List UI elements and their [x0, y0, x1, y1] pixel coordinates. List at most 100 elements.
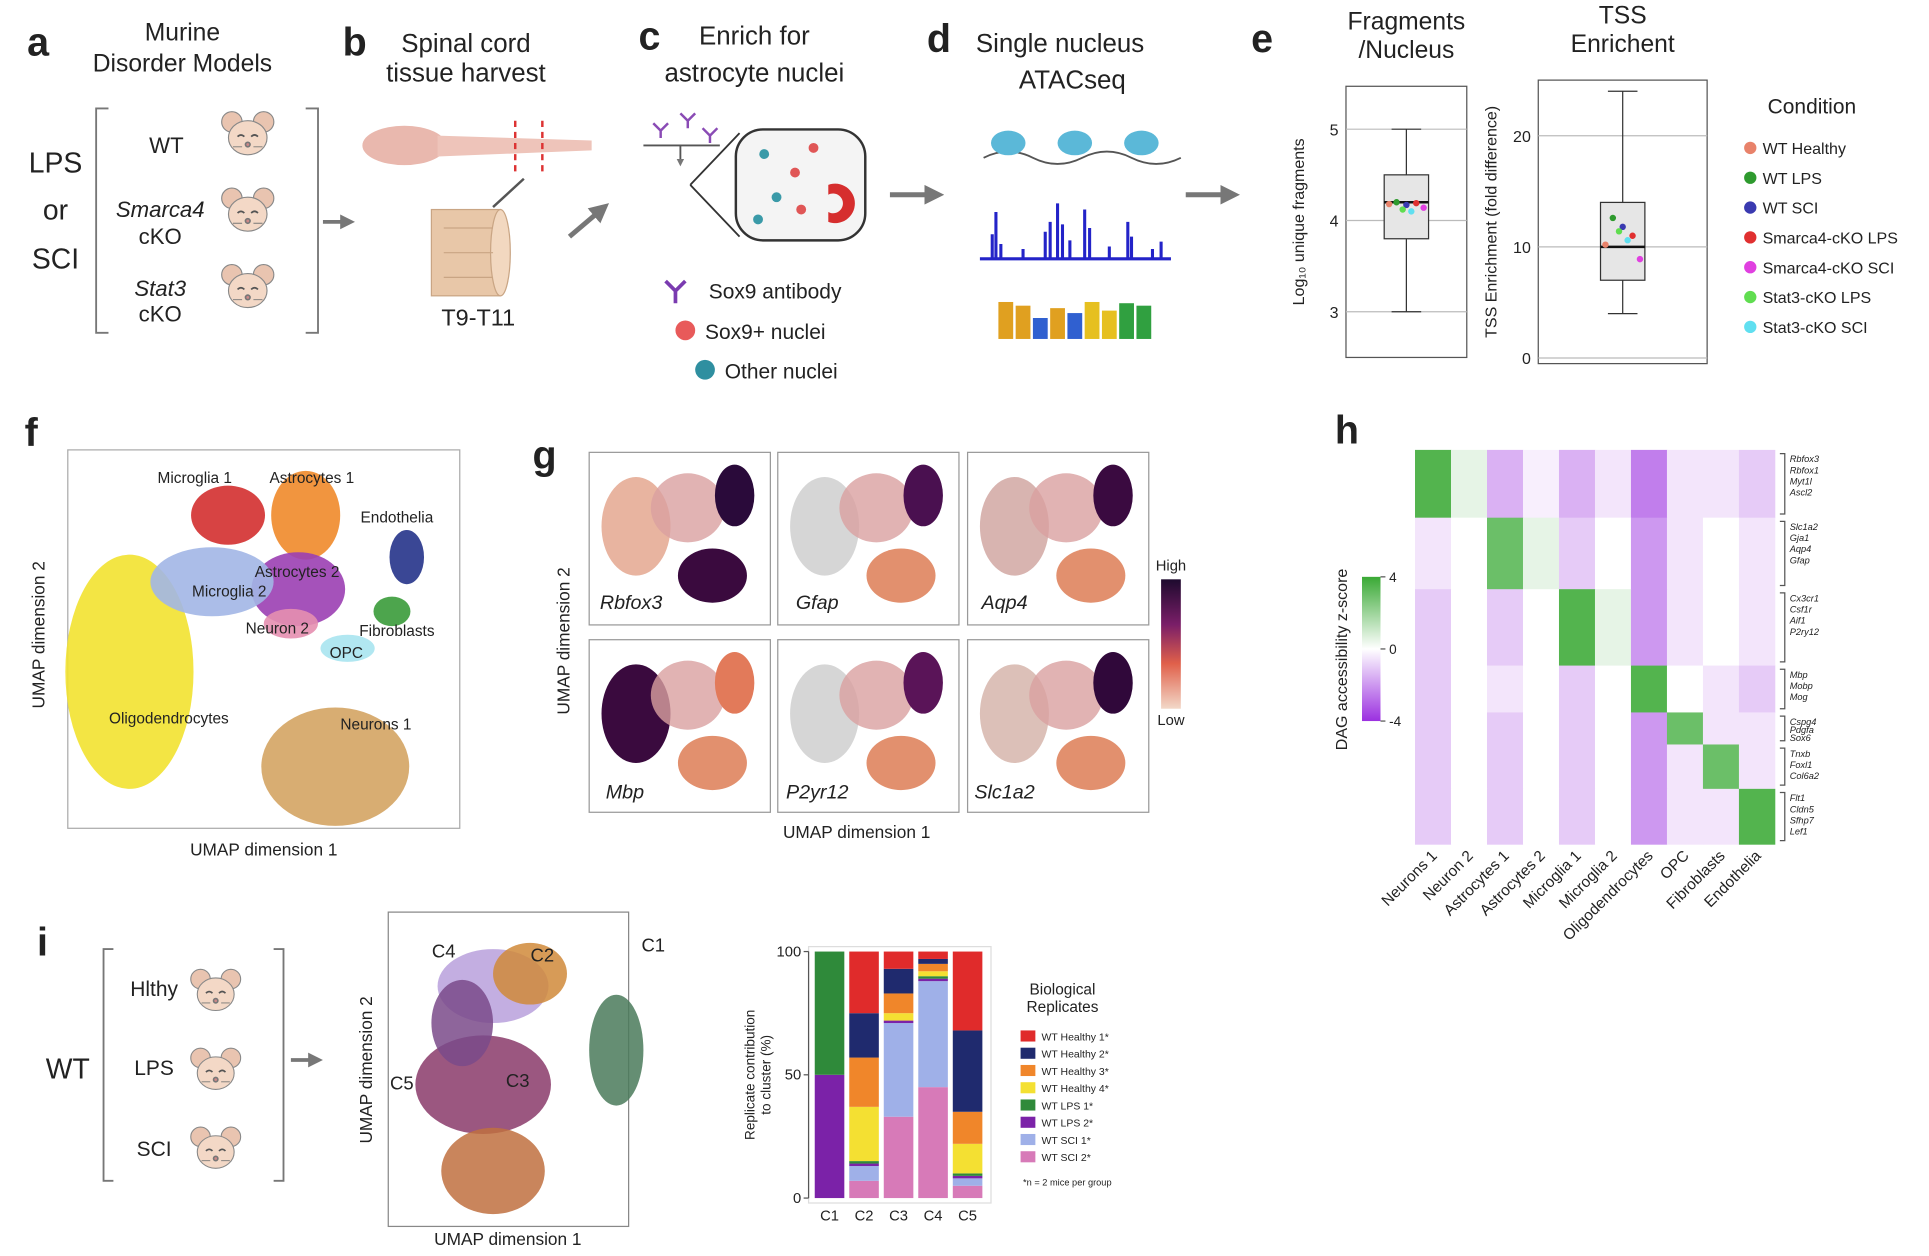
- point: [1403, 201, 1410, 209]
- heatmap-cell: [1486, 589, 1524, 666]
- cluster-blob: [320, 634, 375, 662]
- point: [1636, 255, 1644, 263]
- legend-swatch: [1020, 1047, 1036, 1059]
- legend-marker: [1744, 290, 1757, 304]
- gene-bracket: [1779, 747, 1786, 786]
- condition-label: or: [43, 194, 68, 226]
- cluster-blob: [271, 470, 341, 560]
- gene-label: Sox6: [1790, 733, 1812, 743]
- legend-label: WT LPS 1*: [1042, 1101, 1094, 1112]
- heatmap-cell: [1630, 744, 1668, 790]
- heatmap-cell: [1558, 788, 1596, 845]
- bar-segment: [918, 1087, 948, 1199]
- x-axis-label: UMAP dimension 1: [190, 839, 337, 859]
- cluster-blob: [431, 979, 494, 1067]
- bar-segment: [952, 1143, 983, 1174]
- x-tick-label: C5: [958, 1208, 977, 1224]
- gene-label: Myt1l: [1790, 476, 1813, 486]
- heatmap-cell: [1666, 449, 1704, 519]
- y-tick-label: 4: [1330, 213, 1339, 231]
- heatmap-cell: [1558, 449, 1596, 519]
- bar-segment: [814, 951, 845, 1075]
- panel-title: Enrich for: [699, 22, 810, 50]
- heatmap-cell: [1666, 665, 1704, 713]
- gene-label: Lef1: [1790, 826, 1808, 836]
- model-label: WT: [149, 133, 184, 158]
- heatmap-cell: [1594, 712, 1632, 745]
- legend-label: WT SCI 1*: [1042, 1136, 1091, 1147]
- legend-label: WT Healthy 4*: [1042, 1084, 1109, 1095]
- heatmap-cell: [1486, 788, 1524, 845]
- gene-bracket: [1779, 452, 1786, 515]
- condition-label: LPS: [134, 1057, 174, 1080]
- heatmap-cell: [1522, 449, 1560, 519]
- gene-label: Rbfox1: [1790, 465, 1819, 475]
- cluster-blob: [65, 554, 194, 789]
- gene-bracket: [1779, 715, 1786, 742]
- point: [1399, 206, 1406, 213]
- cells: [650, 660, 725, 730]
- heatmap-cell: [1594, 449, 1632, 519]
- panel-title: astrocyte nuclei: [664, 59, 844, 87]
- legend-label: WT LPS 2*: [1042, 1119, 1094, 1130]
- bar-segment: [883, 1013, 914, 1021]
- gene-label: Cldn5: [1790, 804, 1815, 814]
- heatmap-cell: [1666, 744, 1704, 790]
- panel-title: ATACseq: [1019, 67, 1126, 95]
- panel-letter: c: [638, 14, 660, 58]
- legend-swatch: [1020, 1151, 1036, 1163]
- bar-segment: [849, 1163, 879, 1167]
- cluster-label: Astrocytes 1: [270, 470, 355, 487]
- cluster-label: C3: [506, 1070, 530, 1091]
- gene-label: Tnxb: [1790, 749, 1811, 759]
- heatmap-cell: [1630, 788, 1668, 845]
- cells: [1056, 735, 1126, 791]
- panel-title: Spinal cord: [401, 30, 530, 58]
- heatmap-cell: [1702, 712, 1740, 745]
- cells: [1093, 652, 1133, 714]
- heatmap-cell: [1522, 589, 1560, 666]
- legend-marker: [1744, 201, 1757, 214]
- cluster-label: C2: [531, 944, 555, 965]
- legend-marker: [1744, 320, 1757, 334]
- y-axis-label: UMAP dimension 2: [553, 567, 573, 714]
- cluster-label: C4: [432, 941, 456, 962]
- cells: [677, 548, 747, 603]
- bar-segment: [849, 1166, 879, 1181]
- legend-swatch: [1020, 1099, 1036, 1111]
- colorbar-label: DAG accessibility z-score: [1333, 569, 1351, 751]
- heatmap-cell: [1738, 589, 1776, 666]
- heatmap-cell: [1666, 517, 1704, 590]
- y-axis-label: Replicate contribution: [742, 1010, 757, 1140]
- y-tick-label: 20: [1513, 128, 1531, 146]
- heatmap-cell: [1486, 517, 1524, 590]
- heatmap-cell: [1522, 744, 1560, 790]
- bar-segment: [952, 1178, 983, 1186]
- heatmap-cell: [1594, 589, 1632, 666]
- panel-letter: f: [25, 411, 39, 455]
- legend-marker: [1744, 231, 1757, 244]
- bar-segment: [918, 978, 948, 982]
- heatmap-cell: [1630, 712, 1668, 745]
- bar-segment: [883, 1116, 914, 1199]
- segment-label: T9-T11: [441, 304, 515, 330]
- x-tick-label: C3: [889, 1208, 908, 1224]
- condition-label: Hlthy: [130, 978, 178, 1001]
- chart-title: Fragments: [1347, 9, 1465, 36]
- cells: [866, 735, 936, 791]
- gene-bracket: [1779, 592, 1786, 663]
- heatmap-cell: [1486, 449, 1524, 519]
- cells: [677, 735, 747, 791]
- legend-marker: [1744, 171, 1757, 184]
- gene-label: Slc1a2: [1790, 522, 1818, 532]
- cluster-blob: [389, 530, 425, 585]
- gene-bracket: [1779, 668, 1786, 710]
- cells: [1093, 464, 1133, 527]
- heatmap-cell: [1558, 744, 1596, 790]
- gene-label: Slc1a2: [974, 782, 1034, 804]
- heatmap-cell: [1450, 589, 1488, 666]
- gene-label: P2yr12: [786, 782, 849, 804]
- gene-label: Flt1: [1790, 793, 1805, 803]
- heatmap-cell: [1486, 744, 1524, 790]
- heatmap-cell: [1450, 788, 1488, 845]
